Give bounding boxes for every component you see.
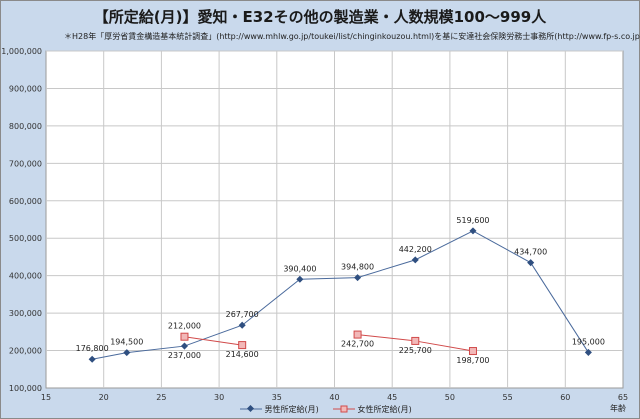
series-line-segment bbox=[415, 340, 474, 352]
data-point-female bbox=[238, 341, 247, 350]
data-point-female bbox=[353, 330, 362, 339]
data-label: 267,700 bbox=[226, 310, 259, 319]
data-label: 195,000 bbox=[572, 337, 605, 346]
data-label: 434,700 bbox=[514, 248, 547, 257]
y-tick-label: 900,000 bbox=[9, 84, 42, 93]
data-point-male bbox=[88, 355, 96, 363]
legend-male-label: 男性所定給(月) bbox=[264, 405, 319, 414]
x-tick-label: 55 bbox=[503, 393, 513, 402]
series-line-segment bbox=[184, 336, 243, 346]
series-line-segment bbox=[357, 334, 416, 342]
legend-item-female: 女性所定給(月) bbox=[333, 404, 412, 415]
data-label: 519,600 bbox=[456, 216, 489, 225]
y-tick-label: 100,000 bbox=[9, 384, 42, 393]
x-tick-label: 40 bbox=[329, 393, 339, 402]
data-label: 442,200 bbox=[399, 245, 432, 254]
data-point-female bbox=[468, 347, 477, 356]
data-point-male bbox=[469, 227, 477, 235]
chart-title: 【所定給(月)】愛知・E32その他の製造業・人数規模100～999人 bbox=[93, 8, 547, 26]
legend-female-marker bbox=[333, 405, 355, 415]
y-tick-label: 300,000 bbox=[9, 309, 42, 318]
x-tick-label: 20 bbox=[99, 393, 109, 402]
data-label: 394,800 bbox=[341, 263, 374, 272]
data-label: 242,700 bbox=[341, 340, 374, 349]
legend-female-label: 女性所定給(月) bbox=[357, 405, 412, 414]
y-tick-label: 800,000 bbox=[9, 122, 42, 131]
data-point-male bbox=[238, 321, 246, 329]
data-point-female bbox=[411, 336, 420, 345]
y-tick-label: 1,000,000 bbox=[1, 47, 42, 56]
data-point-male bbox=[411, 256, 419, 264]
data-point-male bbox=[354, 274, 362, 282]
x-tick-label: 35 bbox=[272, 393, 282, 402]
x-tick-label: 30 bbox=[214, 393, 224, 402]
x-tick-label: 15 bbox=[41, 393, 51, 402]
data-label: 214,600 bbox=[226, 350, 259, 359]
y-tick-label: 700,000 bbox=[9, 159, 42, 168]
series-line bbox=[92, 230, 589, 360]
y-tick-label: 500,000 bbox=[9, 234, 42, 243]
x-tick-label: 25 bbox=[156, 393, 166, 402]
y-tick-label: 600,000 bbox=[9, 197, 42, 206]
x-axis-label: 年齢 bbox=[610, 404, 626, 413]
data-point-male bbox=[584, 348, 592, 356]
data-label: 176,800 bbox=[76, 344, 109, 353]
legend-item-male: 男性所定給(月) bbox=[240, 404, 319, 415]
data-label: 237,000 bbox=[168, 351, 201, 360]
data-point-male bbox=[527, 259, 535, 267]
y-tick-label: 400,000 bbox=[9, 272, 42, 281]
y-tick-label: 200,000 bbox=[9, 347, 42, 356]
data-label: 212,000 bbox=[168, 322, 201, 331]
x-tick-label: 45 bbox=[387, 393, 397, 402]
x-tick-label: 50 bbox=[445, 393, 455, 402]
legend-male-marker bbox=[240, 404, 262, 415]
data-point-male bbox=[123, 349, 131, 357]
data-label: 198,700 bbox=[456, 356, 489, 365]
x-tick-label: 65 bbox=[618, 393, 628, 402]
data-label: 194,500 bbox=[110, 338, 143, 347]
data-point-male bbox=[180, 342, 189, 350]
data-point-male bbox=[296, 275, 304, 283]
chart-subtitle: ＊H28年「厚労省賃金構造基本統計調査」(http://www.mhlw.go.… bbox=[64, 32, 640, 41]
data-label: 225,700 bbox=[399, 346, 432, 355]
data-point-female bbox=[180, 332, 189, 341]
x-tick-label: 60 bbox=[560, 393, 570, 402]
data-label: 390,400 bbox=[283, 264, 316, 273]
